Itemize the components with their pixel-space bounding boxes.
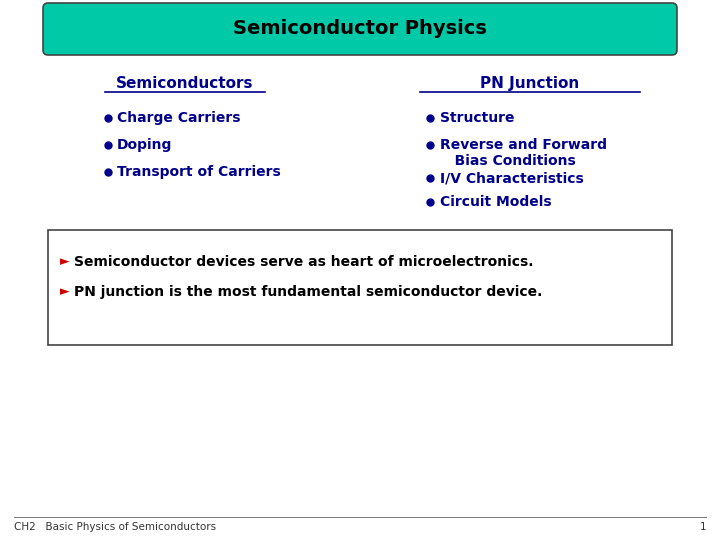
Text: I/V Characteristics: I/V Characteristics [440,171,584,185]
Text: PN junction is the most fundamental semiconductor device.: PN junction is the most fundamental semi… [74,285,542,299]
Text: Circuit Models: Circuit Models [440,195,552,209]
Text: Bias Conditions: Bias Conditions [440,154,576,168]
FancyBboxPatch shape [43,3,677,55]
Text: Structure: Structure [440,111,515,125]
Text: Transport of Carriers: Transport of Carriers [117,165,281,179]
Text: Semiconductors: Semiconductors [116,76,253,91]
Text: ►: ► [60,255,70,268]
Text: 1: 1 [699,522,706,532]
Text: CH2   Basic Physics of Semiconductors: CH2 Basic Physics of Semiconductors [14,522,216,532]
Text: ►: ► [60,286,70,299]
Text: Doping: Doping [117,138,172,152]
Text: PN Junction: PN Junction [480,76,580,91]
Text: Reverse and Forward: Reverse and Forward [440,138,607,152]
Text: Semiconductor devices serve as heart of microelectronics.: Semiconductor devices serve as heart of … [74,255,534,269]
Text: Charge Carriers: Charge Carriers [117,111,240,125]
FancyBboxPatch shape [48,230,672,345]
Text: Semiconductor Physics: Semiconductor Physics [233,18,487,37]
